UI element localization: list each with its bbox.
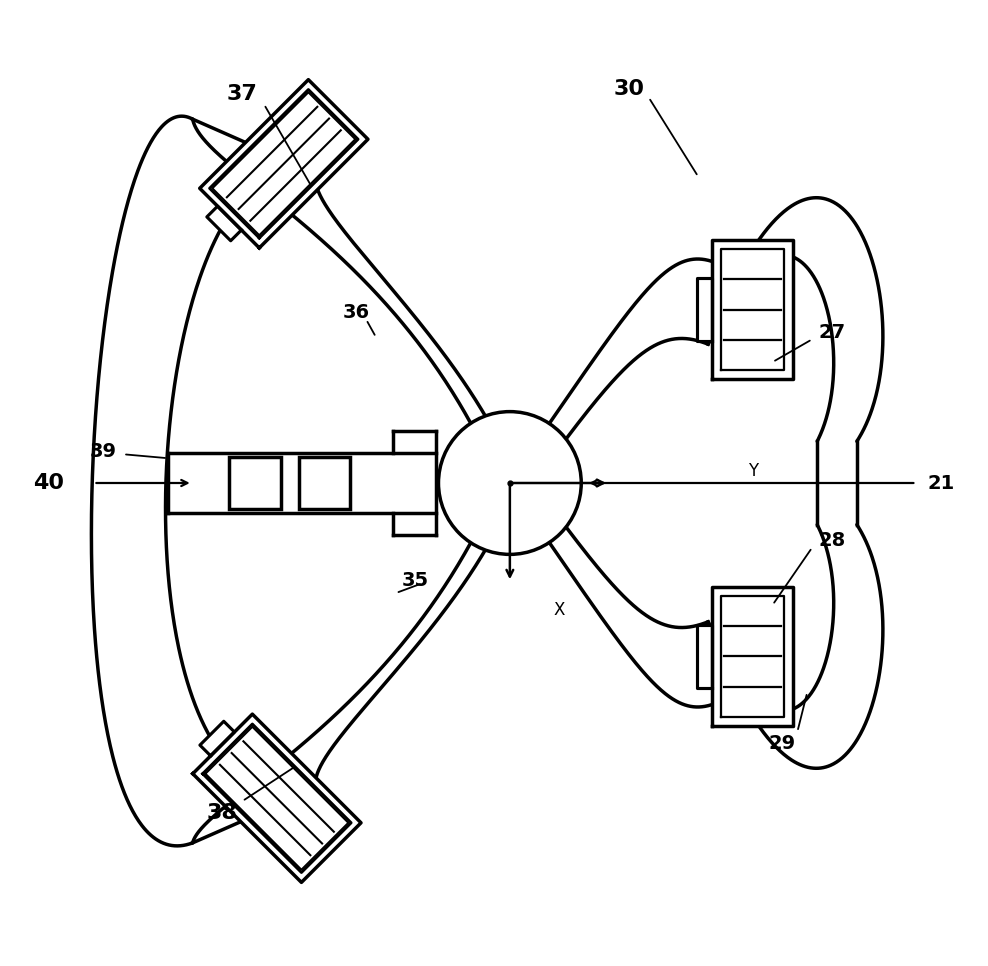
Text: 36: 36	[343, 303, 370, 322]
Polygon shape	[193, 119, 505, 453]
Polygon shape	[193, 513, 505, 843]
Text: 37: 37	[227, 84, 258, 104]
Polygon shape	[698, 278, 712, 341]
Text: 28: 28	[818, 531, 846, 550]
FancyBboxPatch shape	[298, 457, 351, 509]
Polygon shape	[708, 525, 883, 768]
FancyBboxPatch shape	[168, 453, 436, 513]
Text: 39: 39	[90, 441, 117, 461]
Text: 30: 30	[614, 79, 644, 99]
Circle shape	[439, 412, 581, 554]
Text: X: X	[553, 601, 565, 619]
Text: Y: Y	[748, 462, 758, 480]
Polygon shape	[712, 587, 793, 725]
Polygon shape	[200, 722, 234, 755]
Text: 27: 27	[818, 323, 846, 342]
Polygon shape	[193, 714, 361, 882]
Polygon shape	[708, 198, 883, 441]
Text: 29: 29	[769, 734, 796, 753]
Polygon shape	[712, 241, 793, 379]
Polygon shape	[200, 79, 368, 248]
Polygon shape	[206, 206, 241, 241]
Polygon shape	[698, 625, 712, 688]
Text: 38: 38	[206, 803, 238, 823]
Polygon shape	[92, 116, 316, 846]
Polygon shape	[549, 259, 738, 462]
Text: 21: 21	[928, 473, 954, 493]
Text: 40: 40	[34, 473, 64, 493]
Polygon shape	[549, 504, 738, 707]
FancyBboxPatch shape	[229, 457, 281, 509]
FancyBboxPatch shape	[393, 432, 436, 534]
Text: 35: 35	[402, 571, 429, 589]
